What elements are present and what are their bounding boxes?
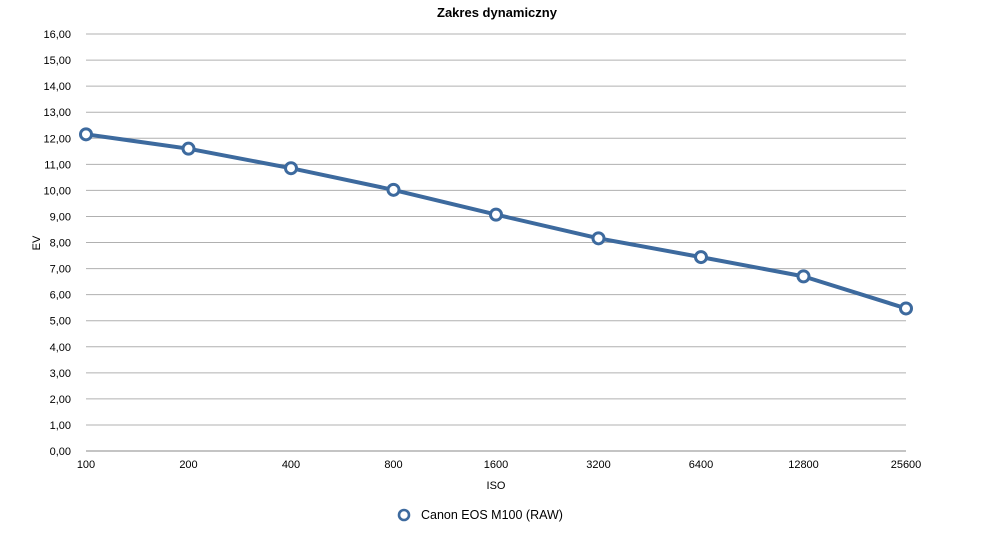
y-tick-label: 4,00 (50, 342, 71, 354)
y-tick-label: 12,00 (43, 133, 71, 145)
y-tick-label: 2,00 (50, 394, 71, 406)
y-axis-label: EV (31, 235, 43, 250)
y-tick-label: 6,00 (50, 290, 71, 302)
legend-marker (397, 508, 411, 522)
x-tick-label: 200 (179, 459, 197, 471)
x-tick-label: 400 (282, 459, 300, 471)
y-tick-label: 5,00 (50, 316, 71, 328)
y-tick-label: 9,00 (50, 211, 71, 223)
y-tick-label: 16,00 (43, 29, 71, 41)
y-tick-label: 3,00 (50, 368, 71, 380)
y-axis-ticks: 0,00 1,00 2,00 3,00 4,00 5,00 6,00 7,00 8,00 9,00… (43, 29, 71, 458)
data-point (489, 207, 503, 222)
x-tick-label: 6400 (689, 459, 713, 471)
x-tick-label: 100 (77, 459, 95, 471)
y-tick-label: 1,00 (50, 420, 71, 432)
y-tick-label: 7,00 (50, 264, 71, 276)
data-point (796, 269, 811, 284)
data-point (79, 127, 93, 142)
data-point (181, 141, 196, 156)
chart-title: Zakres dynamiczny (437, 5, 558, 20)
x-tick-label: 3200 (586, 459, 610, 471)
legend: Canon EOS M100 (RAW) (397, 508, 563, 522)
y-tick-label: 11,00 (44, 159, 71, 171)
x-tick-label: 25600 (891, 459, 922, 471)
y-tick-label: 15,00 (43, 55, 71, 67)
data-point (694, 250, 708, 265)
data-point (284, 161, 298, 176)
data-point (386, 182, 401, 197)
gridlines (86, 33, 906, 452)
y-tick-label: 14,00 (43, 81, 71, 93)
y-tick-label: 13,00 (43, 107, 71, 119)
y-tick-label: 10,00 (43, 185, 71, 197)
series-layer (79, 127, 913, 316)
x-tick-label: 12800 (788, 459, 819, 471)
x-axis-ticks: 100 200 400 800 1600 3200 6400 12800 25600 (77, 459, 921, 471)
x-tick-label: 800 (384, 459, 402, 471)
legend-label: Canon EOS M100 (RAW) (421, 508, 563, 522)
data-point (591, 231, 606, 246)
x-tick-label: 1600 (484, 459, 508, 471)
data-point (899, 301, 913, 316)
y-tick-label: 8,00 (50, 238, 71, 250)
x-axis-label: ISO (487, 480, 506, 492)
y-tick-label: 0,00 (50, 446, 71, 458)
